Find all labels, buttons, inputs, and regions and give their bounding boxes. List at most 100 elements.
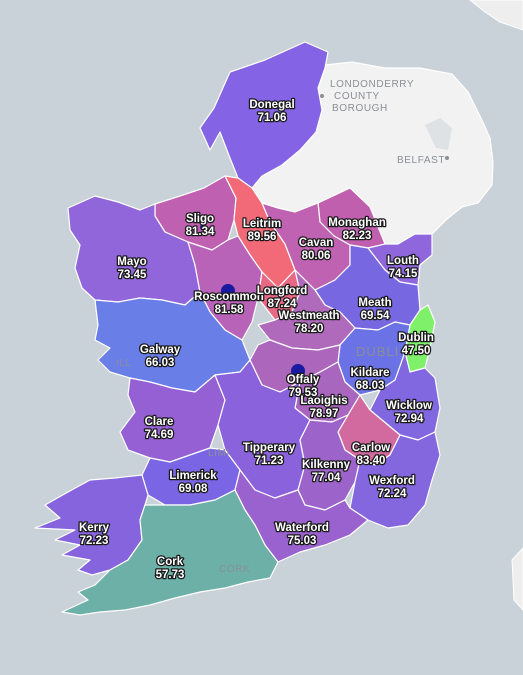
county-value-kilkenny: 77.04	[312, 472, 341, 484]
county-name-kilkenny: Kilkenny	[302, 459, 351, 471]
londonderry-marker-icon	[320, 94, 324, 98]
lough-ree-marker-icon	[221, 284, 235, 298]
county-kerry[interactable]	[34, 474, 149, 576]
county-value-wicklow: 72.94	[395, 413, 424, 425]
basemap-label-galway: ILL	[116, 358, 132, 369]
county-name-leitrim: Leitrim	[243, 218, 281, 230]
county-value-kildare: 68.03	[356, 380, 385, 392]
county-name-longford: Longford	[257, 285, 307, 297]
county-name-kerry: Kerry	[79, 522, 110, 534]
county-name-cavan: Cavan	[299, 237, 334, 249]
county-kilkenny[interactable]	[297, 414, 361, 511]
county-name-wicklow: Wicklow	[386, 400, 432, 412]
county-name-monaghan: Monaghan	[328, 217, 386, 229]
svg-text:COUNTY: COUNTY	[334, 91, 380, 102]
county-name-cork: Cork	[157, 556, 184, 568]
svg-text:LONDONDERRY: LONDONDERRY	[330, 79, 414, 90]
county-value-limerick: 69.08	[179, 483, 208, 495]
county-value-monaghan: 82.23	[343, 230, 372, 242]
county-value-laois: 78.97	[310, 408, 339, 420]
county-name-dublin: Dublin	[398, 332, 434, 344]
basemap-label-londonderry: LONDONDERRY COUNTY BOROUGH	[330, 79, 414, 114]
county-name-tipperary: Tipperary	[243, 442, 296, 454]
county-value-cork: 57.73	[156, 569, 185, 581]
county-value-dublin: 47.50	[402, 345, 431, 357]
county-name-clare: Clare	[145, 416, 174, 428]
county-name-offaly: Offaly	[287, 374, 320, 386]
county-value-longford: 87.24	[268, 298, 297, 310]
county-value-offaly: 79.53	[289, 387, 318, 399]
county-value-roscommon: 81.58	[215, 304, 244, 316]
county-value-sligo: 81.34	[186, 226, 215, 238]
county-name-laois: Laoighis	[300, 395, 347, 407]
county-name-sligo: Sligo	[186, 213, 214, 225]
county-name-carlow: Carlow	[352, 442, 390, 454]
great-britain-landmass	[469, 0, 523, 31]
county-value-meath: 69.54	[361, 310, 390, 322]
county-name-limerick: Limerick	[169, 470, 217, 482]
wales-landmass	[511, 547, 523, 611]
lough-neagh	[425, 118, 452, 150]
county-value-kerry: 72.23	[80, 535, 109, 547]
county-name-mayo: Mayo	[117, 256, 146, 268]
county-value-louth: 74.15	[389, 268, 418, 280]
county-name-louth: Louth	[387, 255, 419, 267]
county-value-cavan: 80.06	[302, 250, 331, 262]
county-value-clare: 74.69	[145, 429, 174, 441]
county-donegal[interactable]	[199, 41, 329, 189]
county-value-tipperary: 71.23	[255, 455, 284, 467]
county-value-leitrim: 89.56	[248, 231, 277, 243]
county-value-carlow: 83.40	[357, 455, 386, 467]
county-value-westmeath: 78.20	[295, 323, 324, 335]
county-value-waterford: 75.03	[288, 535, 317, 547]
county-name-wexford: Wexford	[369, 475, 415, 487]
county-name-waterford: Waterford	[275, 522, 329, 534]
county-name-roscommon: Roscommon	[194, 291, 264, 303]
belfast-marker-icon	[445, 156, 449, 160]
sligo-marker-icon	[200, 224, 206, 230]
county-name-meath: Meath	[358, 297, 391, 309]
county-name-galway: Galway	[140, 344, 181, 356]
county-value-donegal: 71.06	[258, 112, 287, 124]
county-value-wexford: 72.24	[378, 488, 407, 500]
county-name-westmeath: Westmeath	[278, 310, 339, 322]
offaly-marker-icon	[291, 364, 305, 378]
county-cork[interactable]	[61, 489, 279, 616]
county-name-donegal: Donegal	[249, 99, 294, 111]
county-wexford[interactable]	[349, 431, 441, 529]
county-value-galway: 66.03	[146, 357, 175, 369]
basemap-label-belfast: BELFAST	[397, 155, 445, 166]
basemap-label-dublin: DUBLI	[356, 344, 399, 359]
basemap-label-limerick: LIMI	[208, 448, 230, 459]
svg-text:BOROUGH: BOROUGH	[332, 103, 388, 114]
basemap-label-cork: CORK	[219, 564, 250, 575]
